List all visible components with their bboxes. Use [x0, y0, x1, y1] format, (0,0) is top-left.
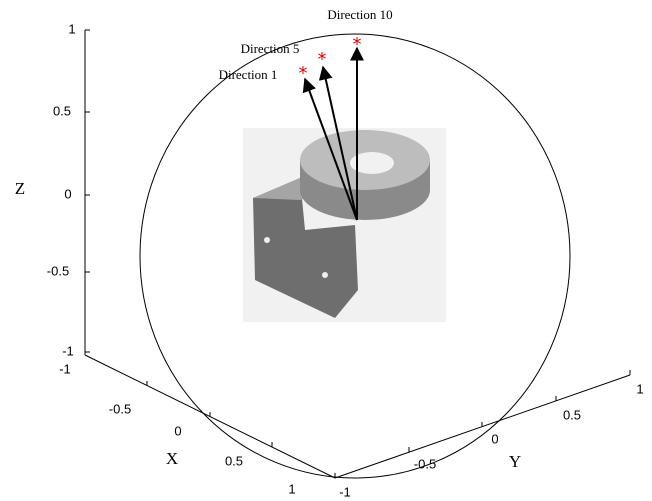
markers: * * * [299, 34, 362, 84]
annotation: Direction 10 [327, 7, 392, 22]
figure: * * * Direction 10 Direction 5 Direction… [0, 0, 652, 501]
star: * [353, 34, 362, 55]
tick-label: 1 [288, 481, 295, 496]
tick-label: 0 [64, 186, 71, 201]
tick-label: 1 [636, 381, 643, 396]
part-image [243, 128, 446, 322]
tick-label: -1 [59, 361, 71, 376]
tick-label: -0.5 [109, 401, 131, 416]
star: * [318, 49, 327, 70]
tick-label: 0.5 [225, 453, 243, 468]
annotation: Direction 5 [241, 41, 300, 56]
tick-label: -1 [339, 484, 351, 499]
tick-label: 1 [68, 21, 75, 36]
tick-label: -0.5 [414, 456, 436, 471]
tick-label: -0.5 [47, 263, 69, 278]
axis-label: X [166, 449, 178, 468]
axis-label: Z [15, 179, 25, 198]
tick-label: 0 [174, 423, 181, 438]
annotation: Direction 1 [219, 67, 278, 82]
tick-label: 0.5 [563, 407, 581, 422]
tick-label: 0 [491, 431, 498, 446]
star: * [299, 63, 308, 84]
axis-label: Y [509, 452, 521, 471]
tick-label: -1 [62, 343, 74, 358]
tick-label: 0.5 [53, 103, 71, 118]
